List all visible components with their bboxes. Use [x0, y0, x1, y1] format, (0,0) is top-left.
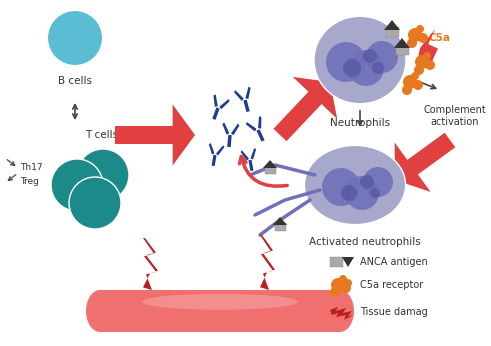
Polygon shape — [212, 107, 219, 120]
Polygon shape — [231, 124, 240, 135]
Text: Neutrophils: Neutrophils — [330, 118, 390, 128]
Text: ANCA antigen: ANCA antigen — [360, 257, 428, 267]
Polygon shape — [248, 160, 253, 171]
Bar — [386, 27, 399, 37]
Circle shape — [322, 168, 360, 206]
Polygon shape — [227, 135, 232, 147]
Circle shape — [344, 279, 352, 287]
Text: Th17: Th17 — [20, 163, 43, 172]
Ellipse shape — [142, 294, 298, 310]
Circle shape — [407, 38, 417, 48]
Text: Complement
activation: Complement activation — [424, 105, 487, 127]
Text: T cells: T cells — [85, 130, 118, 140]
Circle shape — [413, 80, 423, 90]
Circle shape — [331, 278, 345, 292]
Polygon shape — [234, 90, 244, 101]
Text: Treg: Treg — [20, 177, 39, 186]
Polygon shape — [216, 145, 224, 156]
Polygon shape — [342, 257, 354, 267]
Bar — [265, 166, 276, 174]
Polygon shape — [250, 148, 256, 160]
Circle shape — [411, 72, 419, 80]
Polygon shape — [143, 238, 158, 290]
Circle shape — [425, 60, 435, 70]
Polygon shape — [246, 86, 250, 99]
Circle shape — [326, 42, 366, 82]
Polygon shape — [260, 235, 275, 290]
Circle shape — [415, 55, 429, 69]
Circle shape — [339, 275, 347, 283]
Circle shape — [77, 149, 129, 201]
Polygon shape — [209, 143, 215, 154]
Circle shape — [403, 75, 417, 89]
Circle shape — [341, 185, 357, 201]
Circle shape — [341, 283, 351, 293]
Circle shape — [330, 287, 340, 297]
Circle shape — [414, 65, 424, 75]
Circle shape — [343, 59, 361, 77]
Polygon shape — [241, 150, 249, 161]
Bar — [330, 257, 343, 267]
Circle shape — [366, 41, 398, 73]
Polygon shape — [115, 104, 195, 166]
Text: Activated neutrophils: Activated neutrophils — [309, 237, 421, 247]
Circle shape — [360, 175, 374, 189]
Circle shape — [408, 28, 422, 42]
Ellipse shape — [304, 145, 406, 225]
Circle shape — [51, 159, 103, 211]
Polygon shape — [244, 100, 250, 112]
Bar — [275, 223, 286, 231]
Polygon shape — [219, 99, 230, 109]
Polygon shape — [258, 116, 261, 129]
Polygon shape — [395, 133, 455, 192]
Polygon shape — [263, 160, 277, 168]
Polygon shape — [246, 122, 256, 131]
Ellipse shape — [86, 290, 114, 332]
Circle shape — [370, 188, 380, 198]
Circle shape — [423, 52, 431, 60]
Bar — [100, 290, 340, 332]
Polygon shape — [214, 94, 218, 107]
Polygon shape — [222, 122, 229, 135]
Text: B cells: B cells — [58, 76, 92, 86]
Polygon shape — [394, 38, 410, 48]
Polygon shape — [256, 129, 265, 142]
Circle shape — [363, 49, 377, 63]
Polygon shape — [212, 155, 217, 166]
Polygon shape — [273, 217, 287, 225]
Bar — [396, 45, 409, 55]
Text: C5a receptor: C5a receptor — [360, 280, 423, 290]
Circle shape — [418, 33, 428, 43]
Circle shape — [363, 167, 393, 197]
Circle shape — [402, 85, 412, 95]
Ellipse shape — [314, 16, 406, 104]
Circle shape — [345, 176, 379, 210]
Text: C5a: C5a — [429, 33, 451, 43]
Circle shape — [348, 50, 384, 86]
Circle shape — [372, 62, 384, 74]
Circle shape — [416, 25, 424, 33]
Polygon shape — [415, 29, 438, 72]
Ellipse shape — [326, 290, 354, 332]
Polygon shape — [273, 77, 337, 141]
Polygon shape — [330, 307, 353, 320]
Polygon shape — [384, 20, 400, 30]
Text: Tissue damag: Tissue damag — [360, 307, 428, 317]
Circle shape — [47, 10, 103, 66]
Circle shape — [69, 177, 121, 229]
